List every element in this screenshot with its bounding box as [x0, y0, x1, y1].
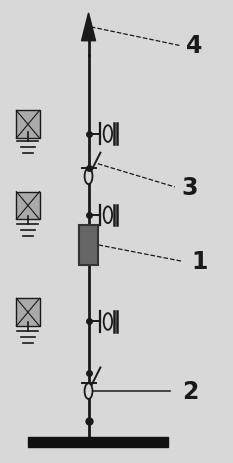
Bar — [79, 226, 99, 265]
Bar — [16, 192, 40, 220]
Polygon shape — [28, 437, 168, 447]
Circle shape — [85, 169, 93, 185]
Polygon shape — [82, 14, 96, 42]
Text: 4: 4 — [186, 34, 203, 58]
Circle shape — [85, 383, 93, 399]
Bar — [16, 299, 40, 326]
Text: 1: 1 — [191, 250, 207, 274]
Bar — [16, 111, 40, 139]
Text: 2: 2 — [182, 379, 198, 403]
Text: 3: 3 — [182, 175, 198, 200]
